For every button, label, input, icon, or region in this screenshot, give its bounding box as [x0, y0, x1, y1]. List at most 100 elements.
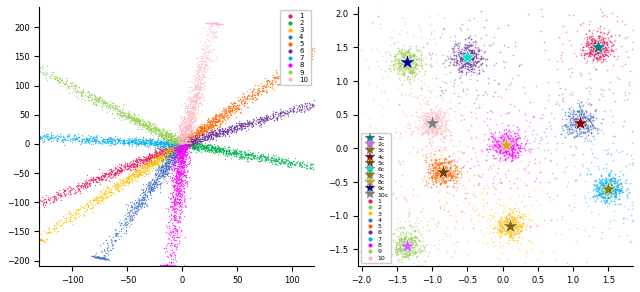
- Point: [302, 160, 312, 165]
- Point: [13, 56, 23, 61]
- Point: [123, 177, 133, 181]
- Point: [171, 152, 181, 157]
- Point: [88, 101, 99, 106]
- Point: [175, 150, 186, 154]
- Point: [233, 105, 243, 110]
- Point: [120, 113, 130, 118]
- Point: [296, 163, 307, 168]
- Point: [568, 108, 579, 112]
- Point: [236, 120, 246, 125]
- Point: [134, 167, 144, 172]
- Point: [185, 140, 195, 145]
- Point: [179, 213, 189, 218]
- Point: [171, 139, 181, 143]
- Point: [151, 126, 161, 131]
- Point: [428, 168, 438, 172]
- Point: [569, 128, 579, 132]
- Point: [90, 254, 100, 259]
- Point: [168, 160, 179, 165]
- Point: [103, 242, 113, 247]
- Point: [133, 116, 143, 120]
- Point: [415, 48, 425, 52]
- Point: [93, 255, 104, 260]
- Point: [170, 156, 180, 161]
- Point: [419, 183, 429, 188]
- Point: [200, 133, 210, 138]
- Point: [454, 91, 465, 95]
- Point: [72, 207, 83, 212]
- Point: [155, 133, 165, 137]
- Point: [575, 22, 585, 27]
- Point: [172, 146, 182, 151]
- Point: [500, 220, 511, 225]
- Point: [38, 200, 48, 205]
- Point: [164, 263, 174, 268]
- Point: [7, 137, 17, 141]
- Point: [172, 143, 182, 147]
- Point: [610, 193, 620, 198]
- Point: [589, 183, 599, 187]
- Point: [227, 110, 237, 115]
- Point: [422, 121, 433, 126]
- Point: [396, 236, 406, 241]
- Point: [497, 145, 508, 149]
- Point: [225, 127, 235, 131]
- Point: [393, 61, 403, 65]
- Point: [408, 241, 418, 246]
- Point: [160, 157, 170, 161]
- Point: [127, 116, 137, 121]
- Point: [432, 224, 442, 228]
- Point: [407, 58, 417, 63]
- Point: [431, 163, 442, 168]
- Point: [201, 143, 211, 148]
- Point: [602, 184, 612, 189]
- Point: [166, 138, 177, 142]
- Point: [170, 263, 180, 268]
- Point: [160, 161, 170, 166]
- Point: [482, 91, 492, 96]
- Point: [100, 194, 110, 199]
- Point: [449, 50, 459, 55]
- Point: [349, 170, 359, 175]
- Point: [218, 131, 228, 135]
- Point: [211, 118, 221, 123]
- Point: [459, 59, 469, 63]
- Point: [301, 104, 311, 109]
- Point: [378, 82, 388, 86]
- Point: [468, 192, 478, 196]
- Point: [593, 44, 603, 48]
- Point: [397, 248, 407, 252]
- Point: [378, 75, 388, 80]
- Point: [162, 150, 172, 155]
- Point: [186, 140, 196, 145]
- Point: [160, 154, 170, 159]
- Point: [188, 119, 198, 123]
- Point: [157, 152, 167, 157]
- Point: [320, 97, 330, 102]
- Point: [190, 95, 200, 99]
- Point: [409, 55, 419, 60]
- Point: [93, 255, 103, 260]
- Point: [179, 150, 189, 155]
- Point: [260, 116, 270, 120]
- Point: [60, 137, 70, 142]
- Point: [195, 144, 205, 149]
- Point: [90, 136, 100, 141]
- Point: [172, 150, 182, 154]
- Point: [193, 141, 204, 145]
- Point: [498, 243, 508, 248]
- Point: [236, 155, 246, 159]
- Point: [163, 143, 173, 147]
- Point: [230, 110, 240, 114]
- Point: [138, 161, 148, 166]
- Point: [141, 194, 152, 198]
- Point: [172, 153, 182, 157]
- Point: [177, 143, 188, 147]
- Point: [502, 133, 513, 138]
- Point: [175, 121, 186, 125]
- Point: [151, 151, 161, 156]
- Point: [89, 93, 99, 98]
- Point: [170, 164, 180, 169]
- Point: [140, 122, 150, 127]
- Point: [480, 230, 490, 235]
